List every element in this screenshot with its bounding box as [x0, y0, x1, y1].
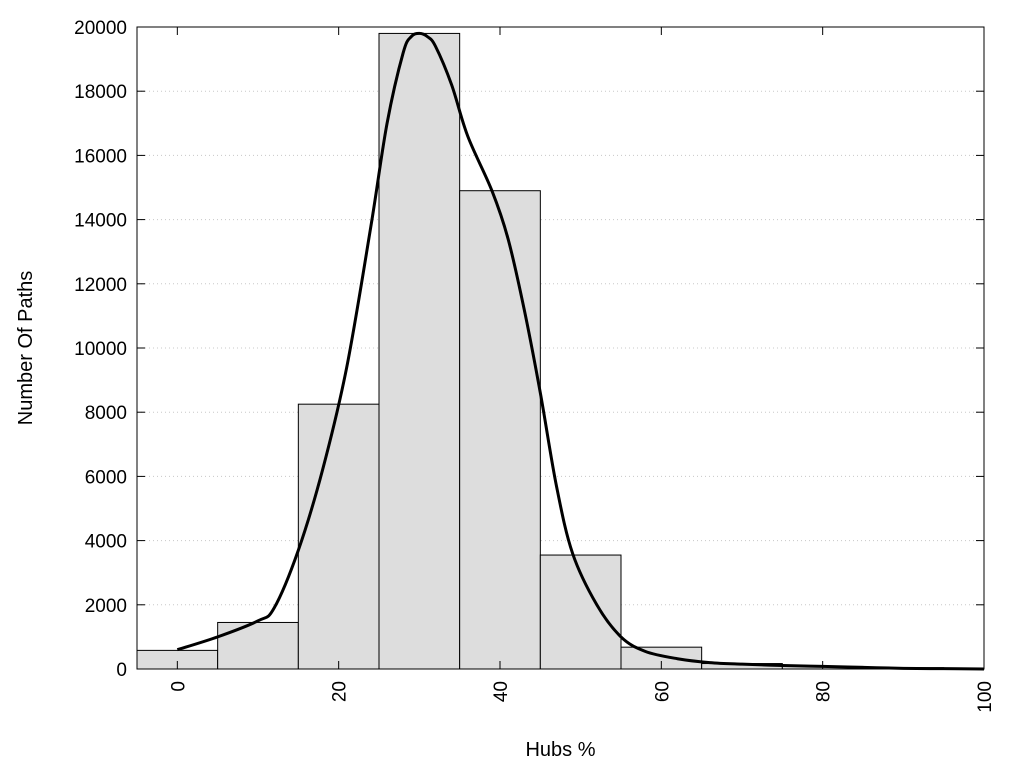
y-tick-label: 20000 [74, 18, 127, 39]
y-tick-label: 8000 [85, 403, 127, 424]
histogram-bar [459, 190, 541, 670]
y-tick-label: 18000 [74, 82, 127, 103]
y-tick-label: 16000 [74, 146, 127, 167]
x-tick-label: 80 [814, 681, 835, 702]
x-axis-label: Hubs % [525, 739, 595, 761]
x-tick-label: 0 [168, 681, 189, 692]
histogram-bar [297, 403, 380, 670]
histogram-bar [217, 621, 299, 670]
y-axis-label: Number Of Paths [15, 271, 37, 426]
curve-line [176, 31, 985, 671]
x-tick-label: 40 [491, 681, 512, 702]
y-tick-label: 2000 [85, 596, 127, 617]
grid-lines [137, 90, 984, 606]
x-tick-label: 60 [652, 681, 673, 702]
y-tick-label: 14000 [74, 211, 127, 232]
x-tick-label: 100 [975, 681, 996, 713]
y-tick-label: 4000 [85, 532, 127, 553]
axis-ticks: 0 2000 4000 6000 8000 10000 12000 14000 16000 180… [74, 18, 996, 713]
density-curve [176, 31, 985, 671]
x-tick-label: 20 [330, 681, 351, 702]
y-tick-label: 10000 [74, 339, 127, 360]
y-tick-label: 12000 [74, 275, 127, 296]
bars [136, 32, 945, 670]
y-tick-label: 6000 [85, 467, 127, 488]
histogram-bar [378, 32, 461, 670]
y-tick-label: 0 [116, 660, 127, 681]
